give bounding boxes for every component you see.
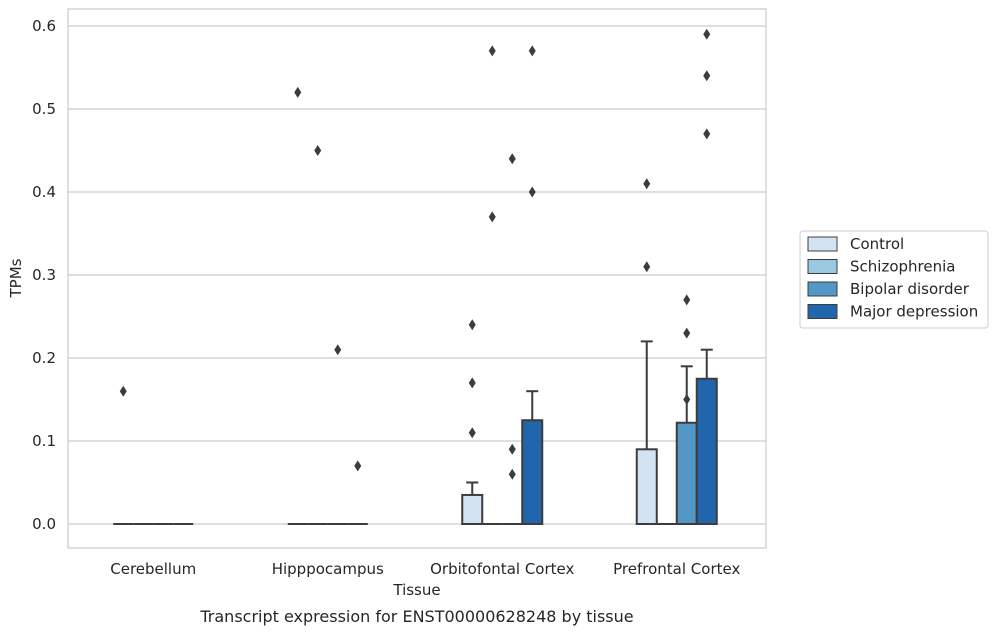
outlier-point <box>528 45 536 57</box>
legend-frame <box>799 230 989 329</box>
x-axis-label: Tissue <box>392 581 440 599</box>
y-tick-label: 0.6 <box>32 17 56 35</box>
outlier-point <box>683 394 691 405</box>
legend: Control Schizophrenia Bipolar disorder Majo… <box>799 230 989 329</box>
outlier-point <box>334 344 342 356</box>
legend-swatch <box>807 259 838 274</box>
x-tick-label: Orbitofontal Cortex <box>430 560 574 578</box>
box <box>461 493 484 526</box>
legend-label: Bipolar disorder <box>850 280 970 298</box>
box <box>635 448 658 525</box>
x-tick-label: Hipppocampus <box>272 560 384 578</box>
outlier-point <box>354 460 362 472</box>
outlier-point <box>683 294 691 306</box>
outlier-point <box>314 145 322 156</box>
legend-label: Major depression <box>850 303 978 321</box>
box <box>675 421 698 525</box>
outlier-point <box>508 468 516 480</box>
y-tick-label: 0.2 <box>32 349 56 367</box>
outlier-point <box>703 70 711 82</box>
outlier-point <box>119 385 127 397</box>
outlier-point <box>468 319 476 331</box>
gridlines <box>68 25 766 525</box>
x-tick-label: Prefrontal Cortex <box>613 560 740 578</box>
outlier-point <box>468 377 476 389</box>
outlier-point <box>508 443 516 455</box>
y-tick-label: 0.0 <box>32 515 56 533</box>
outlier-point <box>643 178 651 190</box>
box <box>521 419 544 525</box>
legend-swatch <box>807 236 838 252</box>
outlier-point <box>528 186 536 198</box>
outlier-point <box>488 211 496 223</box>
y-tick-label: 0.5 <box>32 100 56 118</box>
outlier-point <box>683 327 691 339</box>
y-tick-labels: 0.0 0.1 0.2 0.3 0.4 0.5 0.6 <box>32 17 56 533</box>
legend-label: Schizophrenia <box>850 258 955 276</box>
outlier-point <box>468 427 476 439</box>
plot-marks <box>113 28 718 526</box>
legend-items: Control Schizophrenia Bipolar disorder Majo… <box>807 235 978 321</box>
legend-label: Control <box>850 235 904 253</box>
x-tick-labels: Cerebellum Hipppocampus Orbitofontal Corte… <box>110 560 740 578</box>
outlier-point <box>643 261 651 273</box>
legend-swatch <box>807 281 838 297</box>
outlier-point <box>508 153 516 165</box>
x-tick-label: Cerebellum <box>110 560 196 578</box>
chart-caption: Transcript expression for ENST0000062824… <box>199 607 633 626</box>
outlier-point <box>488 45 496 57</box>
outlier-point <box>294 86 302 98</box>
outlier-point <box>703 128 711 140</box>
legend-swatch <box>807 304 838 319</box>
box <box>695 377 718 525</box>
y-tick-label: 0.1 <box>32 432 56 450</box>
plot-frame <box>67 8 767 549</box>
y-tick-label: 0.4 <box>32 183 56 201</box>
y-axis-label: TPMs <box>7 258 25 298</box>
outlier-point <box>703 28 711 40</box>
y-tick-label: 0.3 <box>32 266 56 284</box>
